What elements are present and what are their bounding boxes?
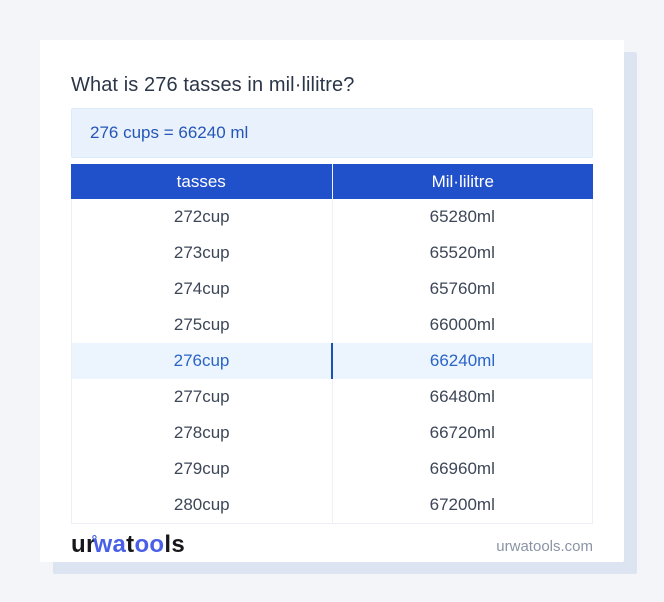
site-url: urwatools.com: [496, 537, 593, 555]
table-row: 277cup 66480ml: [72, 379, 592, 415]
cell-tasses: 275cup: [173, 315, 230, 334]
table-body: 272cup 65280ml 273cup 65520ml 274cup 65760ml 2…: [71, 199, 593, 524]
conversion-table: tasses Mil·lilitre 272cup 65280ml 273cup 65…: [71, 164, 593, 524]
answer-text: 276 cups = 66240 ml: [90, 123, 249, 142]
table-row: 275cup 66000ml: [72, 307, 592, 343]
table-row: 279cup 66960ml: [72, 451, 592, 487]
table-header-tasses: tasses: [176, 171, 226, 191]
cell-millilitre: 67200ml: [331, 487, 593, 523]
cell-millilitre: 66960ml: [331, 451, 593, 487]
logo-text-segment: ls: [164, 531, 185, 558]
logo-text-segment: wa: [93, 531, 127, 558]
logo-ring-icon: °: [91, 532, 98, 548]
cell-millilitre: 66240ml: [331, 343, 592, 379]
cell-millilitre: 66000ml: [331, 307, 593, 343]
cell-tasses: 277cup: [173, 387, 230, 406]
table-row: 278cup 66720ml: [72, 415, 592, 451]
card-footer: ur°watools urwatools.com: [71, 531, 593, 561]
cell-millilitre: 66720ml: [331, 415, 593, 451]
table-row: 280cup 67200ml: [72, 487, 592, 523]
logo-text-segment: ur: [71, 531, 96, 558]
table-row: 273cup 65520ml: [72, 235, 592, 271]
cell-tasses: 273cup: [173, 243, 230, 262]
table-header-millilitre: Mil·lilitre: [331, 164, 594, 199]
table-row: 272cup 65280ml: [72, 199, 592, 235]
table-header-row: tasses Mil·lilitre: [71, 164, 593, 199]
urwatools-logo[interactable]: ur°watools: [71, 531, 185, 561]
cell-millilitre: 65760ml: [331, 271, 593, 307]
cell-tasses: 278cup: [173, 423, 230, 442]
cell-tasses: 272cup: [173, 207, 230, 226]
table-row-highlighted: 276cup 66240ml: [72, 343, 592, 379]
table-row: 274cup 65760ml: [72, 271, 592, 307]
cell-tasses: 274cup: [173, 279, 230, 298]
cell-tasses: 279cup: [173, 459, 230, 478]
conversion-card: What is 276 tasses in mil·lilitre? 276 c…: [40, 40, 624, 562]
logo-text-segment: oo: [134, 531, 165, 558]
cell-tasses: 276cup: [173, 351, 230, 370]
logo-text-segment: t: [126, 531, 135, 558]
answer-box: 276 cups = 66240 ml: [71, 108, 593, 158]
cell-millilitre: 66480ml: [331, 379, 593, 415]
cell-tasses: 280cup: [173, 495, 230, 514]
cell-millilitre: 65280ml: [331, 199, 593, 235]
cell-millilitre: 65520ml: [331, 235, 593, 271]
page-title: What is 276 tasses in mil·lilitre?: [71, 74, 355, 96]
